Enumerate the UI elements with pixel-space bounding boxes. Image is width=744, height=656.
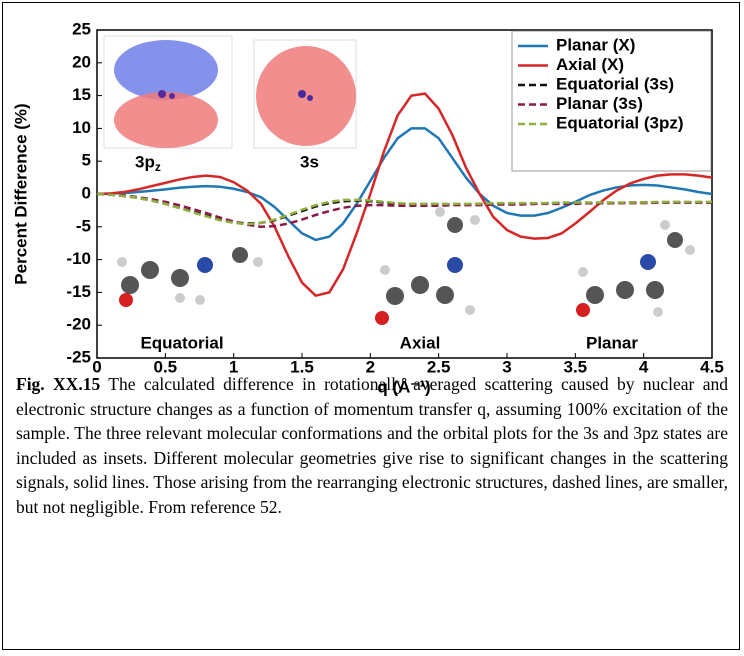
- orbital-inset-3s: [253, 39, 357, 149]
- figure-frame: [2, 2, 740, 650]
- y-tick-label: 5: [82, 151, 91, 170]
- caption: Fig. XX.15 The calculated difference in …: [16, 372, 728, 519]
- caption-label: Fig. XX.15: [16, 374, 101, 394]
- y-axis-label: Percent Difference (%): [11, 103, 30, 284]
- x-tick-label: 1: [229, 357, 238, 376]
- y-tick-label: 0: [82, 183, 91, 202]
- x-tick-label: 0: [92, 357, 101, 376]
- y-tick-label: -5: [76, 216, 91, 235]
- molecule-equatorial: [117, 247, 263, 307]
- legend-label: Planar (3s): [556, 94, 643, 113]
- y-tick-label: -10: [66, 249, 91, 268]
- molecule-axial: [375, 207, 480, 325]
- orbital-inset-3pz: [103, 35, 233, 149]
- y-tick-label: 25: [72, 19, 91, 38]
- caption-text: The calculated difference in rotationall…: [16, 374, 729, 517]
- annotation-subscript: z: [155, 160, 161, 174]
- legend-label: Equatorial (3pz): [556, 113, 684, 132]
- annotation: Axial: [400, 333, 441, 352]
- annotation: 3s: [300, 152, 319, 171]
- legend-box: [511, 30, 712, 172]
- x-tick-label: 3.5: [564, 357, 588, 376]
- x-tick-label: 0.5: [154, 357, 178, 376]
- x-tick-label: 3: [502, 357, 511, 376]
- x-tick-label: 4.5: [700, 357, 724, 376]
- x-axis-label: q (Å⁻¹): [377, 377, 430, 396]
- legend-label: Planar (X): [556, 35, 635, 54]
- y-tick-label: -15: [66, 282, 91, 301]
- x-tick-label: 1.5: [290, 357, 314, 376]
- x-tick-label: 4: [639, 357, 649, 376]
- x-tick-label: 2: [366, 357, 375, 376]
- annotation: 3pz: [135, 152, 161, 174]
- annotation: Planar: [586, 333, 638, 352]
- series-line: [96, 92, 713, 298]
- legend-label: Equatorial (3s): [556, 74, 674, 93]
- y-tick-label: 20: [72, 52, 91, 71]
- y-tick-label: -25: [66, 347, 91, 366]
- series-line: [96, 127, 713, 242]
- annotation: Equatorial: [140, 333, 223, 352]
- x-tick-label: 2.5: [427, 357, 451, 376]
- y-tick-label: -20: [66, 315, 91, 334]
- y-tick-label: 15: [72, 85, 91, 104]
- series-line: [96, 192, 712, 226]
- legend-label: Axial (X): [556, 55, 624, 74]
- molecule-planar: [576, 220, 695, 317]
- y-tick-label: 10: [72, 118, 91, 137]
- chart: Percent Difference (%) q (Å⁻¹) -25 -20 -15…: [11, 19, 724, 396]
